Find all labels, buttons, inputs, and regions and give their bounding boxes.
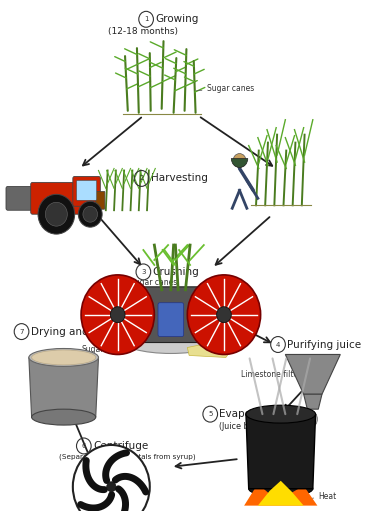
Text: Limestone filter: Limestone filter — [242, 370, 302, 379]
Text: Sugar: Sugar — [82, 345, 105, 354]
Text: Purifying juice: Purifying juice — [287, 339, 361, 350]
FancyBboxPatch shape — [73, 177, 100, 206]
Circle shape — [111, 307, 125, 323]
Text: Crushing: Crushing — [152, 267, 199, 277]
Circle shape — [83, 206, 98, 222]
Circle shape — [187, 275, 260, 354]
Polygon shape — [303, 394, 322, 409]
Circle shape — [73, 445, 150, 512]
Text: 7: 7 — [19, 329, 24, 334]
FancyBboxPatch shape — [136, 287, 206, 343]
Text: Harvesting: Harvesting — [151, 174, 207, 183]
Text: 2: 2 — [139, 176, 144, 181]
Circle shape — [81, 275, 154, 354]
Circle shape — [217, 307, 231, 323]
FancyBboxPatch shape — [96, 191, 105, 209]
Polygon shape — [29, 357, 98, 417]
Text: Juice: Juice — [113, 335, 131, 344]
Text: Evaporating: Evaporating — [219, 409, 282, 419]
Ellipse shape — [249, 481, 313, 497]
Text: 1: 1 — [144, 16, 148, 23]
Text: Sugar canes: Sugar canes — [197, 84, 255, 93]
FancyBboxPatch shape — [31, 182, 88, 214]
Circle shape — [78, 201, 102, 227]
Ellipse shape — [121, 326, 221, 353]
Text: 6: 6 — [82, 443, 86, 449]
Ellipse shape — [29, 349, 98, 367]
Circle shape — [233, 154, 246, 167]
Text: Sugar canes: Sugar canes — [129, 279, 177, 287]
Text: Centrifuge: Centrifuge — [93, 441, 148, 451]
Polygon shape — [258, 481, 303, 506]
Ellipse shape — [308, 412, 318, 426]
Text: 3: 3 — [141, 269, 145, 275]
Text: 5: 5 — [208, 411, 213, 417]
Ellipse shape — [246, 405, 316, 423]
Text: (Separates sugar crystals from syrup): (Separates sugar crystals from syrup) — [59, 454, 196, 460]
Circle shape — [107, 482, 116, 492]
Ellipse shape — [32, 350, 96, 365]
Wedge shape — [231, 159, 248, 167]
Text: (12-18 months): (12-18 months) — [108, 27, 178, 36]
Text: Growing: Growing — [155, 14, 198, 24]
Polygon shape — [285, 354, 340, 394]
Polygon shape — [246, 414, 316, 489]
Text: Drying and cooling: Drying and cooling — [31, 327, 129, 336]
FancyBboxPatch shape — [76, 180, 97, 200]
FancyBboxPatch shape — [158, 303, 184, 336]
Text: Heat: Heat — [318, 492, 336, 501]
FancyBboxPatch shape — [6, 186, 37, 210]
Circle shape — [45, 202, 68, 226]
Text: 4: 4 — [276, 342, 280, 348]
Text: (Juice becomes syrup): (Juice becomes syrup) — [219, 421, 309, 431]
Ellipse shape — [32, 409, 96, 425]
Polygon shape — [244, 476, 318, 506]
Polygon shape — [187, 342, 230, 357]
Circle shape — [38, 195, 75, 234]
